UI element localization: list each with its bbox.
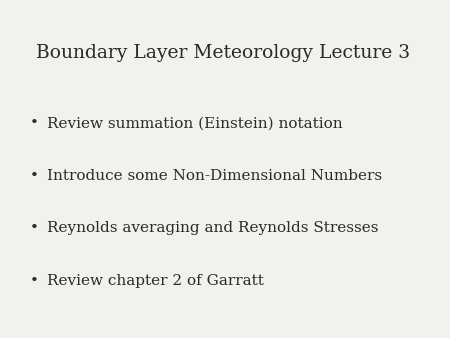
Text: Review summation (Einstein) notation: Review summation (Einstein) notation (47, 116, 343, 130)
Text: Reynolds averaging and Reynolds Stresses: Reynolds averaging and Reynolds Stresses (47, 221, 379, 235)
Text: •: • (29, 273, 38, 288)
Text: •: • (29, 221, 38, 235)
Text: Boundary Layer Meteorology Lecture 3: Boundary Layer Meteorology Lecture 3 (36, 44, 410, 62)
Text: Review chapter 2 of Garratt: Review chapter 2 of Garratt (47, 273, 264, 288)
Text: •: • (29, 116, 38, 130)
Text: •: • (29, 169, 38, 183)
Text: Introduce some Non-Dimensional Numbers: Introduce some Non-Dimensional Numbers (47, 169, 382, 183)
